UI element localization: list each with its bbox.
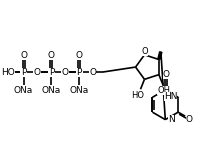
- Text: HO: HO: [1, 68, 15, 76]
- Text: ONa: ONa: [14, 86, 33, 95]
- Text: OH: OH: [157, 86, 170, 95]
- Text: N: N: [168, 115, 175, 124]
- Text: O: O: [186, 115, 193, 124]
- Text: O: O: [76, 51, 83, 60]
- Text: O: O: [20, 51, 27, 60]
- Text: ONa: ONa: [69, 86, 89, 95]
- Text: O: O: [89, 68, 96, 76]
- Text: ONa: ONa: [42, 86, 61, 95]
- Text: P: P: [49, 68, 54, 76]
- Text: O: O: [34, 68, 41, 76]
- Text: O: O: [62, 68, 69, 76]
- Text: HO: HO: [131, 91, 144, 100]
- Text: O: O: [141, 47, 148, 56]
- Text: O: O: [163, 70, 170, 80]
- Text: P: P: [76, 68, 82, 76]
- Text: HN: HN: [164, 92, 177, 101]
- Text: P: P: [21, 68, 26, 76]
- Text: O: O: [48, 51, 55, 60]
